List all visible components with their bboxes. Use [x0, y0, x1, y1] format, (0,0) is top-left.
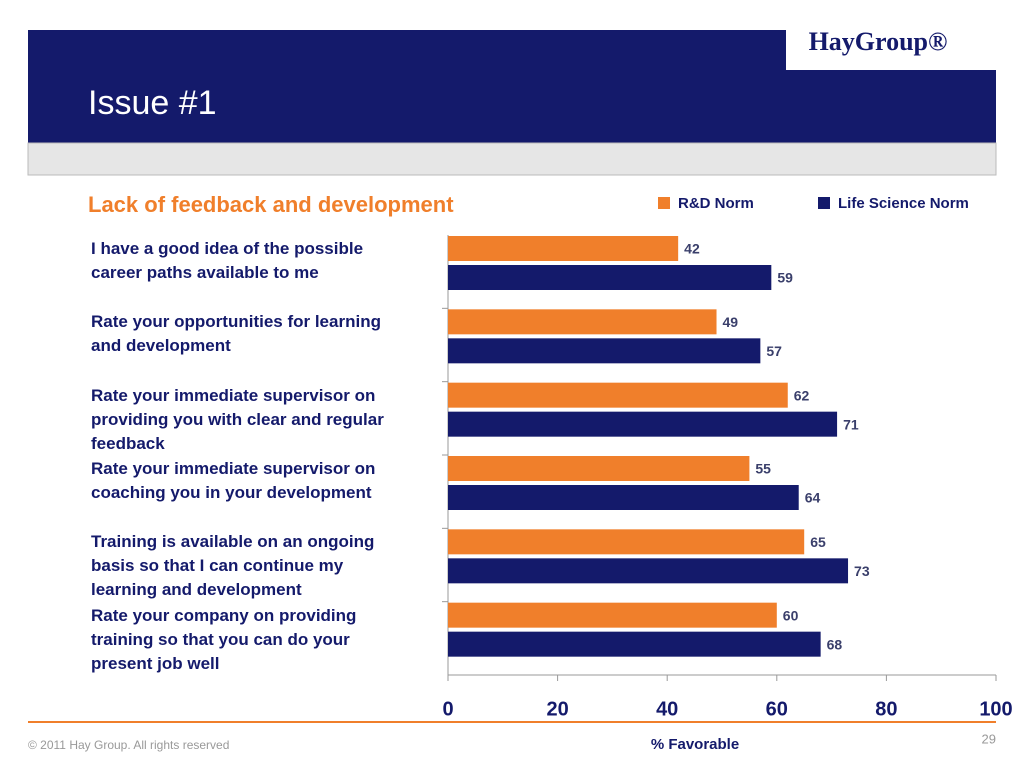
category-label: Rate your immediate supervisor on provid… — [91, 385, 384, 453]
category-label: Training is available on an ongoing basi… — [91, 532, 375, 600]
value-label: 62 — [794, 387, 810, 403]
category-label: I have a good idea of the possible caree… — [91, 239, 364, 282]
x-tick-label: 20 — [546, 698, 568, 720]
legend-label: R&D Norm — [678, 195, 754, 212]
bar — [448, 309, 717, 335]
x-tick-label: 80 — [875, 698, 897, 720]
bar — [448, 236, 679, 261]
category-label: Rate your immediate supervisor on coachi… — [91, 459, 376, 502]
x-tick-label: 40 — [656, 698, 678, 720]
category-label: Rate your company on providing training … — [91, 605, 357, 673]
bar — [448, 485, 799, 510]
category-label: Rate your opportunities for learning and… — [91, 312, 381, 356]
value-label: 60 — [783, 607, 799, 623]
bar — [448, 338, 761, 364]
page-number: 29 — [982, 731, 996, 746]
bar — [448, 382, 788, 408]
logo: HayGroup® — [809, 27, 948, 56]
value-label: 55 — [755, 461, 771, 477]
value-label: 59 — [777, 270, 793, 286]
x-tick-label: 60 — [766, 698, 788, 720]
value-label: 65 — [810, 534, 826, 550]
bar — [448, 456, 750, 481]
bar — [448, 265, 772, 290]
value-label: 73 — [854, 563, 870, 579]
x-tick-label: 100 — [979, 698, 1012, 720]
bar — [448, 602, 777, 628]
value-label: 71 — [843, 416, 859, 432]
logo-box — [786, 30, 996, 70]
value-label: 57 — [766, 343, 782, 359]
x-tick-label: 0 — [442, 698, 453, 720]
chart-title: Lack of feedback and development — [88, 192, 454, 217]
value-label: 42 — [684, 241, 700, 257]
bar — [448, 631, 821, 657]
x-axis-label: % Favorable — [651, 736, 739, 753]
sub-band — [27, 142, 997, 176]
value-label: 68 — [827, 636, 843, 652]
legend-swatch — [658, 197, 670, 209]
bar — [448, 529, 805, 555]
bar — [448, 411, 838, 437]
copyright: © 2011 Hay Group. All rights reserved — [28, 738, 229, 752]
value-label: 49 — [723, 314, 739, 330]
bar — [448, 558, 849, 584]
slide-title: Issue #1 — [88, 84, 217, 122]
legend-label: Life Science Norm — [838, 195, 969, 212]
legend-swatch — [818, 197, 830, 209]
value-label: 64 — [805, 490, 821, 506]
